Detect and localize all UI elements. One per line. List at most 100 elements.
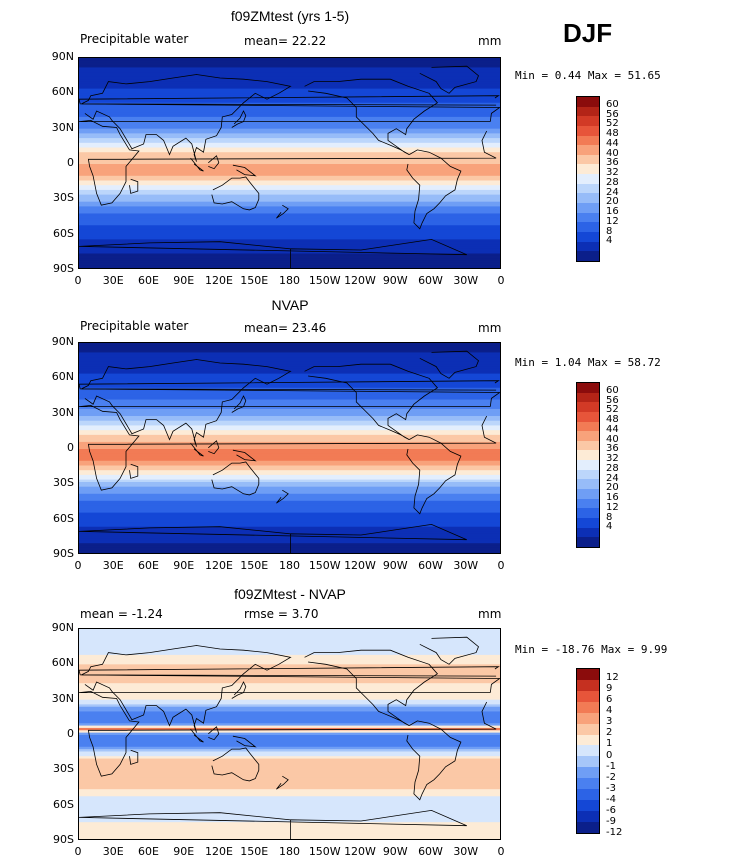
field-band bbox=[79, 187, 500, 191]
coastline-path bbox=[419, 636, 479, 665]
field-band bbox=[79, 368, 500, 372]
coastline-path bbox=[419, 350, 479, 379]
field-band bbox=[79, 123, 500, 127]
coastline-path bbox=[81, 645, 500, 733]
lon-tick-label: 120E bbox=[205, 274, 233, 287]
field-band bbox=[79, 453, 500, 457]
coastline-path bbox=[419, 65, 479, 94]
field-band bbox=[79, 423, 500, 427]
field-band bbox=[79, 458, 500, 462]
colorbar-swatch bbox=[577, 450, 599, 461]
lon-tick-label: 180 bbox=[279, 845, 300, 858]
field-band bbox=[79, 246, 500, 250]
field-band bbox=[79, 62, 500, 66]
coastline-path bbox=[79, 690, 497, 777]
colorbar-label: 52 bbox=[606, 404, 619, 416]
field-band bbox=[79, 800, 500, 804]
lon-tick-label: 60E bbox=[138, 845, 159, 858]
lat-tick-label: 30N bbox=[51, 691, 74, 705]
field-band bbox=[79, 229, 500, 233]
lon-tick-label: 30W bbox=[453, 845, 479, 858]
colorbar-label: 4 bbox=[606, 705, 613, 717]
map-svg bbox=[79, 58, 500, 268]
coastline-path bbox=[79, 809, 467, 839]
field-band bbox=[79, 434, 500, 438]
panel-title: NVAP bbox=[271, 297, 309, 313]
panel-title: f09ZMtest - NVAP bbox=[234, 586, 346, 602]
field-band bbox=[79, 465, 500, 469]
colorbar-label: 40 bbox=[606, 433, 619, 445]
panel-center-label: mean= 23.46 bbox=[244, 321, 327, 335]
colorbar-swatch bbox=[577, 174, 599, 184]
field-band bbox=[79, 498, 500, 502]
field-band bbox=[79, 406, 500, 410]
field-band bbox=[79, 152, 500, 156]
field-band bbox=[79, 519, 500, 523]
field-band bbox=[79, 126, 500, 130]
colorbar-swatch bbox=[577, 392, 599, 403]
colorbar-label: 36 bbox=[606, 443, 619, 455]
field-band bbox=[79, 248, 500, 252]
field-band bbox=[79, 185, 500, 189]
colorbar-swatch bbox=[577, 767, 599, 779]
colorbar-label: 60 bbox=[606, 98, 619, 110]
field-band bbox=[79, 347, 500, 351]
field-band bbox=[79, 735, 500, 738]
field-band bbox=[79, 474, 500, 478]
field-band bbox=[79, 503, 500, 507]
coastline-path bbox=[211, 461, 260, 496]
colorbar-swatch bbox=[577, 135, 599, 146]
lon-tick-label: 150E bbox=[240, 274, 269, 287]
lat-tick-label: 90S bbox=[53, 833, 74, 846]
colorbar-label: 20 bbox=[606, 482, 619, 494]
lon-tick-label: 0 bbox=[74, 274, 82, 287]
field-band bbox=[79, 652, 500, 656]
field-band bbox=[79, 164, 500, 167]
field-layer bbox=[79, 58, 500, 268]
coastline-path bbox=[276, 489, 289, 504]
colorbar-label: 28 bbox=[606, 176, 619, 188]
field-band bbox=[79, 239, 500, 243]
field-band bbox=[79, 114, 500, 118]
lon-tick-label: 120E bbox=[205, 559, 233, 572]
field-band bbox=[79, 512, 500, 516]
field-band bbox=[79, 540, 500, 544]
field-band bbox=[79, 479, 500, 483]
coastline-path bbox=[232, 735, 257, 748]
lon-tick-label: 0 bbox=[74, 559, 82, 572]
lon-tick-label: 150E bbox=[240, 845, 269, 858]
field-band bbox=[79, 192, 500, 196]
field-band bbox=[79, 430, 500, 434]
coastline-path bbox=[406, 149, 462, 230]
field-band bbox=[79, 182, 500, 186]
colorbar-swatch bbox=[577, 690, 599, 702]
coastline-path bbox=[79, 119, 497, 206]
field-band bbox=[79, 680, 500, 684]
colorbar-label: 1 bbox=[606, 738, 613, 750]
field-band bbox=[79, 437, 500, 441]
field-band bbox=[79, 536, 500, 540]
panel-units: mm bbox=[478, 34, 502, 48]
coastline-path bbox=[79, 523, 467, 553]
lat-tick-label: 90N bbox=[51, 50, 74, 63]
lat-tick-label: 90N bbox=[51, 621, 74, 634]
colorbar-swatch bbox=[577, 537, 599, 547]
colorbar bbox=[576, 382, 600, 548]
lon-tick-label: 90W bbox=[382, 274, 408, 287]
field-band bbox=[79, 685, 500, 689]
panel-left-label: Precipitable water bbox=[80, 32, 189, 46]
field-band bbox=[79, 784, 500, 788]
colorbar-swatch bbox=[577, 800, 599, 811]
field-band bbox=[79, 694, 500, 698]
lon-tick-label: 90E bbox=[173, 845, 195, 858]
field-band bbox=[79, 359, 500, 363]
colorbar-swatch bbox=[577, 489, 599, 499]
lon-tick-label: 150E bbox=[240, 559, 269, 572]
colorbar-swatch bbox=[577, 402, 599, 412]
colorbar-swatch bbox=[577, 498, 599, 509]
field-band bbox=[79, 413, 500, 417]
field-band bbox=[79, 640, 500, 644]
colorbar-swatch bbox=[577, 479, 599, 490]
colorbar-label: -4 bbox=[606, 793, 616, 805]
field-band bbox=[79, 258, 500, 262]
